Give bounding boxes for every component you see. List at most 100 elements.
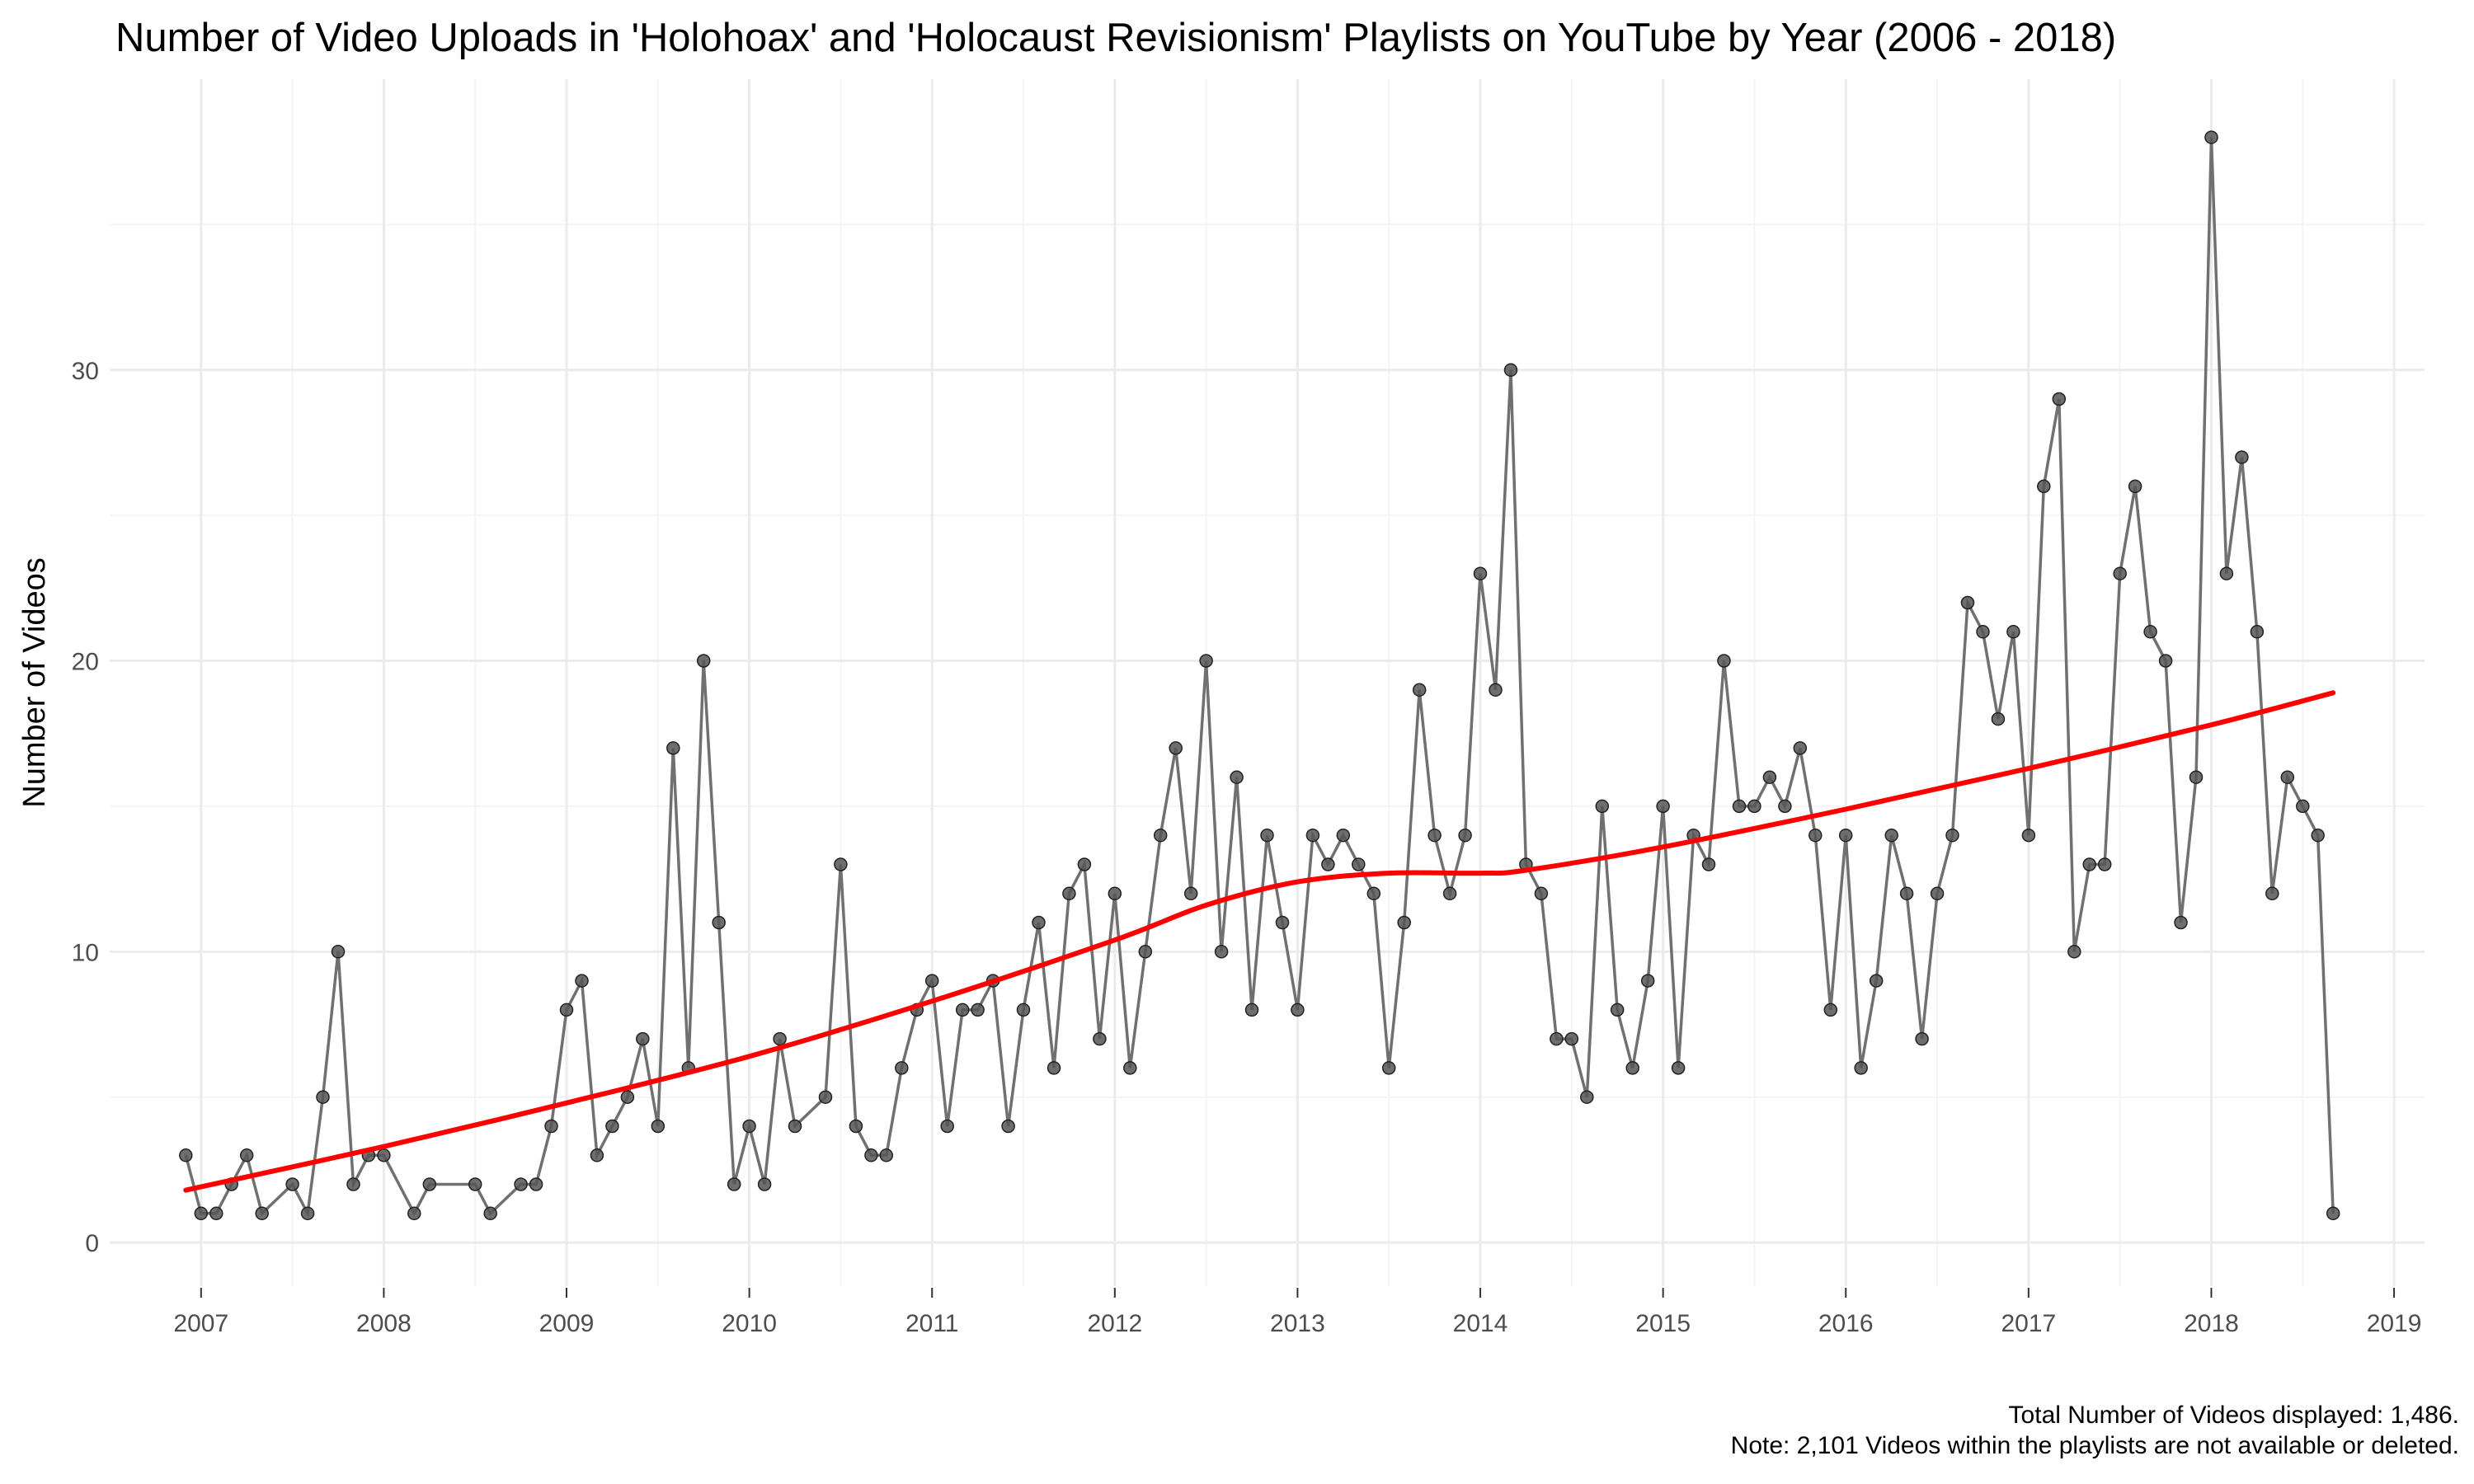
trend-layer <box>183 690 2336 1193</box>
data-point <box>1564 1031 1579 1046</box>
data-point <box>1442 886 1457 901</box>
data-point <box>788 1119 802 1134</box>
data-point <box>666 741 680 755</box>
x-tick-label: 2009 <box>539 1310 595 1337</box>
data-point <box>955 1003 970 1017</box>
data-point <box>1976 625 1990 639</box>
data-point <box>2097 857 2112 871</box>
data-point <box>879 1148 894 1162</box>
trend-line <box>183 690 2336 1193</box>
data-point <box>1032 915 1046 930</box>
data-point <box>636 1031 650 1046</box>
data-point <box>1869 974 1884 988</box>
data-point <box>1305 828 1320 843</box>
data-point <box>1214 945 1229 959</box>
data-point <box>483 1206 497 1221</box>
data-point <box>1762 770 1777 784</box>
x-tick-label: 2019 <box>2367 1310 2422 1337</box>
data-point <box>1838 828 1853 843</box>
data-point <box>742 1119 756 1134</box>
data-point <box>285 1177 299 1191</box>
data-point <box>1899 886 1914 901</box>
data-point <box>1534 886 1549 901</box>
x-tick-label: 2018 <box>2184 1310 2239 1337</box>
data-point <box>1291 1003 1305 1017</box>
data-point <box>239 1148 254 1162</box>
data-point <box>316 1090 330 1104</box>
data-point <box>1199 654 1213 668</box>
data-point <box>1991 711 2006 726</box>
data-point <box>1275 915 1290 930</box>
data-point <box>1915 1031 1929 1046</box>
data-point <box>1808 828 1823 843</box>
y-tick-label: 0 <box>85 1230 99 1257</box>
data-point <box>2158 654 2173 668</box>
data-point <box>1138 945 1153 959</box>
x-tick-label: 2008 <box>356 1310 412 1337</box>
data-point <box>1580 1090 1594 1104</box>
x-tick-label: 2015 <box>1635 1310 1691 1337</box>
data-point <box>1093 1031 1107 1046</box>
data-point <box>1321 857 1335 871</box>
data-point <box>971 1003 985 1017</box>
data-point <box>1595 799 1610 814</box>
data-point <box>529 1177 543 1191</box>
data-point <box>1671 1061 1686 1075</box>
major-grid <box>110 79 2425 1286</box>
data-point <box>1047 1061 1061 1075</box>
data-point <box>1503 363 1518 378</box>
data-point <box>2052 392 2067 406</box>
x-tick-label: 2016 <box>1818 1310 1874 1337</box>
data-point <box>1244 1003 1259 1017</box>
data-point <box>818 1090 833 1104</box>
data-point <box>2113 566 2127 580</box>
data-point <box>2296 799 2310 814</box>
data-point <box>1854 1061 1868 1075</box>
data-point <box>1230 770 1244 784</box>
x-tick-label: 2011 <box>905 1310 959 1337</box>
data-point <box>1183 886 1198 901</box>
data-point <box>2326 1206 2340 1221</box>
data-point <box>2311 828 2325 843</box>
caption-note: Note: 2,101 Videos within the playlists … <box>1731 1432 2459 1459</box>
data-point <box>422 1177 437 1191</box>
data-point <box>895 1061 909 1075</box>
data-point <box>1260 828 1274 843</box>
data-point <box>1381 1061 1396 1075</box>
data-point <box>1427 828 1442 843</box>
x-tick-label: 2017 <box>2001 1310 2056 1337</box>
data-point <box>1366 886 1381 901</box>
data-point <box>1412 683 1427 697</box>
x-tick-label: 2007 <box>173 1310 228 1337</box>
data-point <box>1930 886 1945 901</box>
data-point <box>1960 595 1975 610</box>
data-point <box>1717 654 1731 668</box>
caption-total: Total Number of Videos displayed: 1,486. <box>2009 1402 2459 1429</box>
y-axis-ticks: 0 10 20 30 <box>72 358 99 1257</box>
chart-title: Number of Video Uploads in 'Holohoax' an… <box>115 16 2116 60</box>
data-point <box>255 1206 269 1221</box>
data-point <box>924 974 939 988</box>
data-point <box>194 1206 209 1221</box>
data-point <box>1778 799 1792 814</box>
data-point <box>1016 1003 1031 1017</box>
data-point <box>1473 566 1488 580</box>
data-point <box>712 915 726 930</box>
data-point <box>1656 799 1670 814</box>
data-point <box>1701 857 1716 871</box>
data-point <box>2189 770 2204 784</box>
data-point <box>1153 828 1168 843</box>
data-point <box>2174 915 2188 930</box>
data-point <box>2143 625 2157 639</box>
data-point <box>2219 566 2234 580</box>
data-point <box>2067 945 2081 959</box>
data-point <box>300 1206 315 1221</box>
data-point <box>2235 450 2249 464</box>
data-point <box>1123 1061 1137 1075</box>
data-point <box>651 1119 666 1134</box>
data-point <box>407 1206 421 1221</box>
data-point <box>1397 915 1411 930</box>
data-point <box>834 857 848 871</box>
